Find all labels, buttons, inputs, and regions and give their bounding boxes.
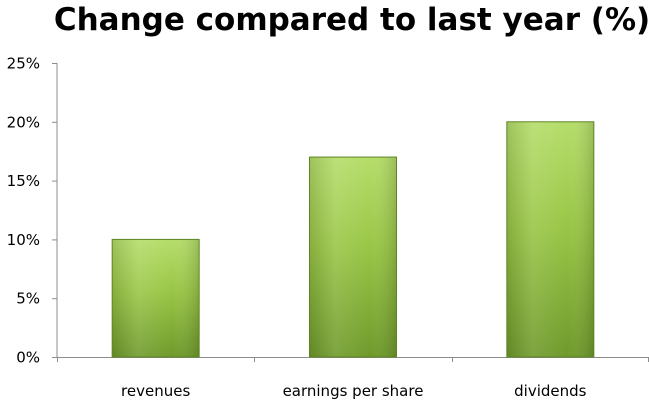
- y-tick-label: 15%: [7, 172, 40, 190]
- bar-sheen: [112, 239, 199, 357]
- bars: [111, 121, 595, 358]
- chart-title: Change compared to last year (%): [54, 2, 649, 38]
- y-tick-label: 10%: [7, 231, 40, 249]
- y-tick-label: 20%: [7, 113, 40, 131]
- x-category-label: dividends: [514, 382, 587, 400]
- bar-sheen: [507, 122, 594, 357]
- y-tick-label: 25%: [7, 55, 40, 73]
- y-axis: 0% 5% 10% 15% 20% 25%: [7, 55, 58, 367]
- bar-sheen: [310, 157, 396, 357]
- x-category-label: earnings per share: [283, 382, 424, 400]
- y-tick-label: 0%: [16, 349, 40, 367]
- x-category-label: revenues: [121, 382, 190, 400]
- bar-revenues: [111, 238, 200, 358]
- category-labels: revenues earnings per share dividends: [121, 382, 587, 400]
- bar-dividends: [506, 121, 595, 358]
- y-tick-label: 5%: [16, 290, 40, 308]
- x-axis: [52, 357, 649, 362]
- bar-earnings-per-share: [309, 156, 397, 358]
